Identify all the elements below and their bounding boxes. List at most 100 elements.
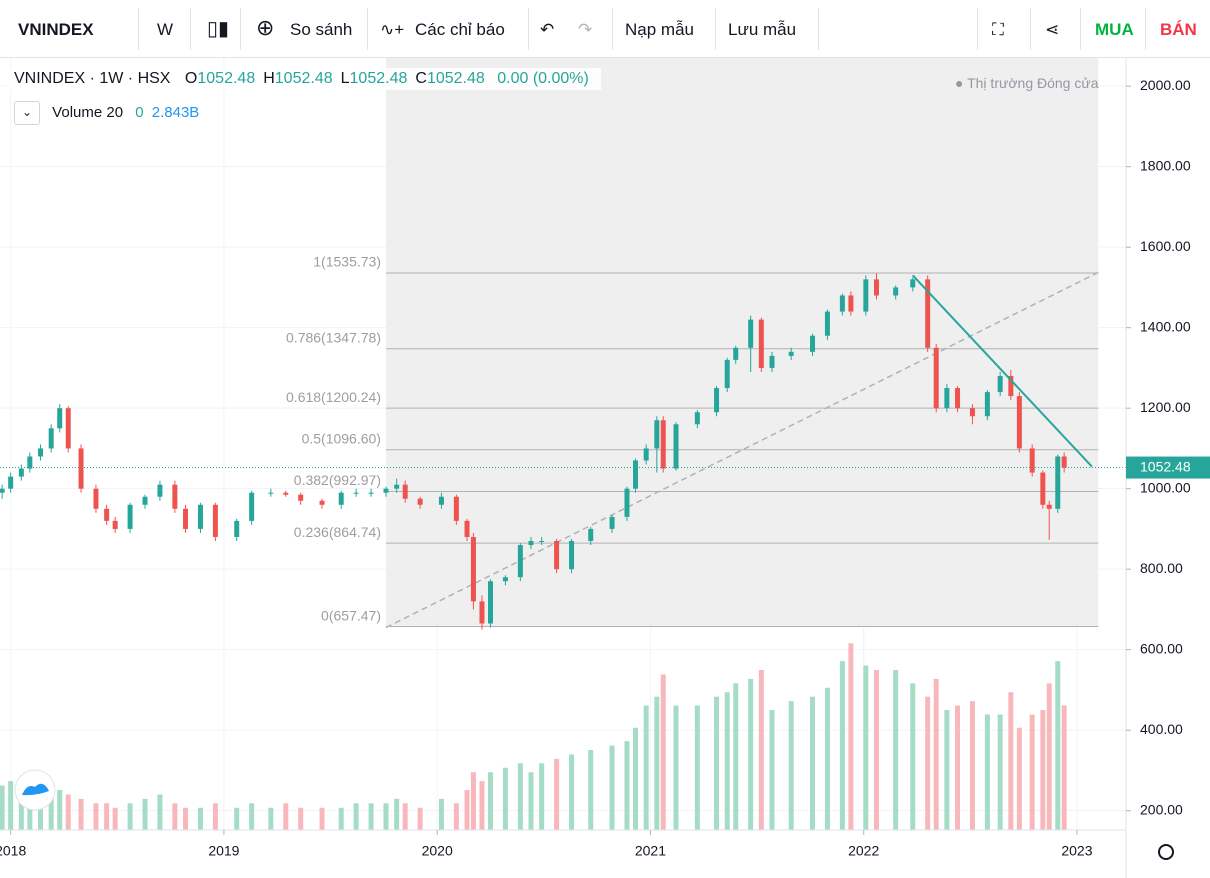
- y-tick-label: 1200.00: [1140, 399, 1191, 415]
- candle-body: [925, 279, 931, 348]
- buy[interactable]: MUA: [1095, 20, 1134, 39]
- legend-key: C: [415, 70, 427, 87]
- volume-name: Volume 20: [52, 103, 124, 121]
- candle-body: [383, 488, 389, 493]
- candle-body: [673, 424, 679, 469]
- volume-bar: [1061, 705, 1067, 830]
- candle-body: [0, 488, 5, 493]
- interval[interactable]: W: [157, 20, 174, 39]
- candle-body: [863, 279, 869, 312]
- indicators-icon[interactable]: ∿+: [380, 20, 405, 39]
- market-status: ● Thị trường Đóng cửa: [955, 75, 1099, 91]
- fib-label: 0.786(1347.78): [286, 329, 381, 345]
- last-price-box: [1126, 456, 1210, 479]
- volume-value: 0: [135, 103, 144, 121]
- volume-bar: [528, 772, 534, 830]
- legend-value: 1052.48: [349, 70, 408, 87]
- volume-bar: [93, 803, 99, 830]
- candle-body: [955, 388, 961, 409]
- fib-label: 0.618(1200.24): [286, 389, 381, 405]
- candle-body: [93, 488, 99, 509]
- compare[interactable]: So sánh: [290, 20, 353, 39]
- candle-body: [1055, 456, 1061, 509]
- candle-body: [234, 520, 240, 537]
- candle-body: [65, 408, 71, 449]
- undo[interactable]: ↶: [540, 20, 555, 39]
- candle-body: [1016, 396, 1022, 449]
- volume-bar: [470, 772, 476, 830]
- volume-bar: [910, 683, 916, 830]
- volume-bar: [8, 781, 14, 830]
- x-tick-label: 2019: [208, 843, 239, 859]
- volume-bar: [633, 727, 639, 830]
- candle-body: [368, 492, 374, 494]
- volume-bar: [654, 696, 660, 830]
- volume-bar: [234, 807, 240, 830]
- candle-body: [1061, 456, 1067, 468]
- candle-body: [487, 581, 493, 624]
- y-tick-label: 600.00: [1140, 640, 1183, 656]
- candle-body: [714, 388, 720, 413]
- candle-body: [283, 492, 289, 495]
- y-tick-label: 1000.00: [1140, 479, 1191, 495]
- y-tick-label: 800.00: [1140, 560, 1183, 576]
- candle-body: [464, 520, 470, 537]
- candle-body: [298, 494, 304, 501]
- redo[interactable]: ↷: [578, 20, 593, 39]
- chart-type-icon[interactable]: ▯▮: [207, 18, 230, 40]
- legend-key: H: [263, 70, 275, 87]
- settings-icon[interactable]: [1158, 844, 1174, 860]
- volume-bar: [78, 798, 84, 830]
- legend-symbol: VNINDEX · 1W · HSX: [14, 70, 171, 87]
- volume-bar: [104, 803, 110, 830]
- volume-bar: [788, 701, 794, 830]
- volume-legend: ⌄ Volume 20 0 2.843B: [14, 101, 199, 125]
- candle-body: [18, 468, 24, 477]
- volume-bar: [863, 665, 869, 830]
- candle-body: [127, 504, 133, 529]
- volume-bar: [57, 790, 63, 830]
- volume-bar: [824, 687, 830, 830]
- volume-bar: [944, 710, 950, 830]
- volume-bar: [319, 807, 325, 830]
- candle-body: [48, 428, 54, 449]
- candle-body: [724, 359, 730, 389]
- candle-body: [984, 392, 990, 417]
- volume-bar: [183, 807, 189, 830]
- share[interactable]: ⋖: [1045, 20, 1060, 39]
- volume-bar: [249, 803, 255, 830]
- candle-body: [197, 504, 203, 529]
- toolbar: VNINDEX W ▯▮ ⊕ So sánh ∿+ Các chỉ báo ↶ …: [0, 0, 1210, 58]
- volume-bar: [694, 705, 700, 830]
- y-tick-label: 1600.00: [1140, 238, 1191, 254]
- candle-body: [554, 541, 560, 570]
- candle-body: [933, 347, 939, 409]
- legend-change: 0.00 (0.00%): [497, 70, 589, 87]
- volume-bar: [554, 758, 560, 830]
- volume-bar: [417, 807, 423, 830]
- volume-bar: [848, 643, 854, 830]
- candle-body: [997, 375, 1003, 393]
- collapse[interactable]: ⌄: [14, 101, 40, 125]
- last-price-label: 1052.48: [1140, 458, 1191, 474]
- indicators[interactable]: Các chỉ báo: [415, 20, 505, 39]
- candle-body: [528, 541, 534, 546]
- symbol[interactable]: VNINDEX: [18, 20, 94, 39]
- candle-body: [873, 279, 879, 296]
- sell[interactable]: BÁN: [1160, 20, 1197, 39]
- volume-bar: [48, 798, 54, 830]
- save[interactable]: Lưu mẫu: [728, 20, 797, 39]
- compare-icon[interactable]: ⊕: [256, 15, 275, 40]
- volume-bar: [338, 807, 344, 830]
- fullscreen[interactable]: ⛶: [992, 20, 1004, 39]
- candle-body: [8, 476, 14, 489]
- y-tick-label: 2000.00: [1140, 77, 1191, 93]
- x-tick-label: 2020: [422, 843, 453, 859]
- candle-body: [112, 520, 118, 529]
- candle-body: [758, 319, 764, 368]
- candle-body: [539, 541, 545, 543]
- load[interactable]: Nạp mẫu: [625, 20, 694, 39]
- candle-body: [824, 311, 830, 336]
- x-tick-label: 2023: [1061, 843, 1092, 859]
- volume-bar: [517, 763, 523, 830]
